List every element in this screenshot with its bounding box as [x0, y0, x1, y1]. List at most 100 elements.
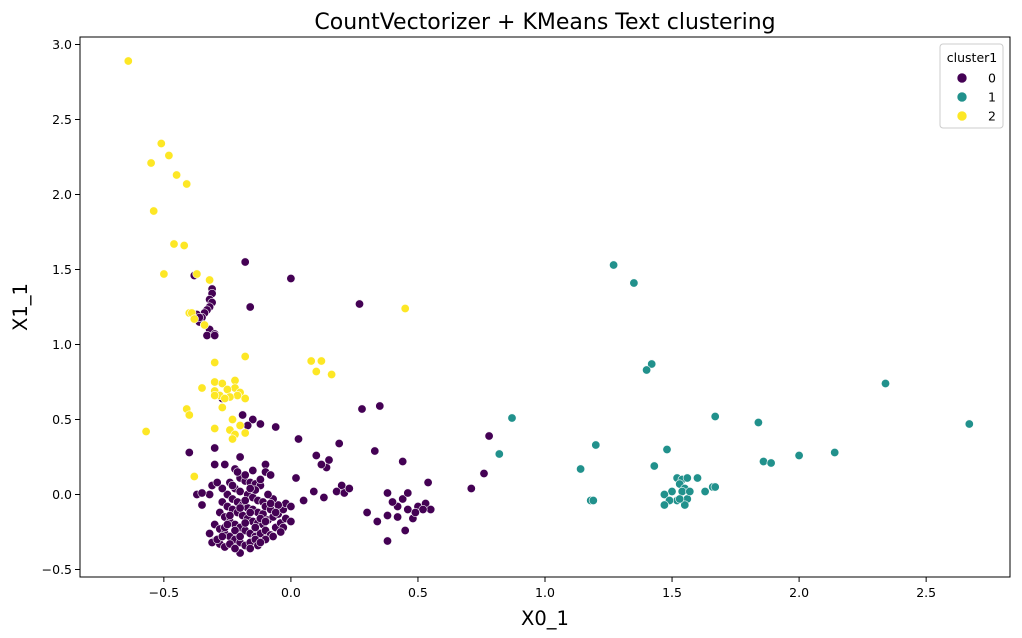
- cluster-2-point: [192, 269, 202, 279]
- cluster-2-point: [233, 390, 243, 400]
- legend-marker-1: [956, 91, 968, 103]
- cluster-0-point: [268, 531, 278, 541]
- cluster-0-point: [240, 495, 250, 505]
- cluster-1-point: [642, 365, 652, 375]
- cluster-0-point: [484, 431, 494, 441]
- cluster-0-point: [276, 527, 286, 537]
- cluster-2-point: [220, 393, 230, 403]
- cluster-1-point: [710, 411, 720, 421]
- cluster-1-point: [710, 482, 720, 492]
- cluster-2-point: [197, 383, 207, 393]
- cluster-0-point: [410, 507, 420, 517]
- cluster-0-point: [332, 486, 342, 496]
- cluster-2-point: [235, 420, 245, 430]
- cluster-2-point: [217, 378, 227, 388]
- cluster-2-point: [210, 390, 220, 400]
- cluster-0-point: [197, 500, 207, 510]
- data-points: [123, 56, 974, 558]
- legend-label-2: 2: [988, 109, 996, 124]
- cluster-2-point: [228, 414, 238, 424]
- cluster-1-point: [766, 458, 776, 468]
- cluster-0-point: [398, 494, 408, 504]
- cluster-1-point: [700, 486, 710, 496]
- cluster-2-point: [205, 275, 215, 285]
- cluster-0-point: [403, 488, 413, 498]
- y-tick-label: 0.5: [52, 412, 72, 427]
- y-tick-label: 1.5: [52, 262, 72, 277]
- cluster-0-point: [344, 483, 354, 493]
- cluster-2-point: [210, 377, 220, 387]
- cluster-1-point: [830, 447, 840, 457]
- cluster-1-point: [682, 473, 692, 483]
- cluster-0-point: [255, 419, 265, 429]
- cluster-1-point: [677, 486, 687, 496]
- cluster-0-point: [217, 483, 227, 493]
- cluster-0-point: [238, 410, 248, 420]
- y-axis: −0.5 0.0 0.5 1.0 1.5 2.0 2.5 3.0: [42, 37, 80, 577]
- y-tick-label: 0.0: [52, 487, 72, 502]
- cluster-0-point: [235, 486, 245, 496]
- cluster-2-point: [210, 357, 220, 367]
- cluster-0-point: [205, 528, 215, 538]
- cluster-0-point: [311, 450, 321, 460]
- y-tick-label: −0.5: [42, 562, 72, 577]
- x-tick-label: 2.5: [916, 585, 936, 600]
- cluster-0-point: [240, 518, 250, 528]
- cluster-0-point: [248, 414, 258, 424]
- legend-marker-2: [956, 110, 968, 122]
- cluster-0-point: [372, 516, 382, 526]
- cluster-0-point: [293, 434, 303, 444]
- cluster-0-point: [271, 507, 281, 517]
- plot-area: [80, 37, 1010, 577]
- y-axis-label: X1_1: [9, 283, 32, 331]
- cluster-0-point: [286, 501, 296, 511]
- cluster-0-point: [217, 531, 227, 541]
- cluster-2-point: [217, 402, 227, 412]
- cluster-1-point: [649, 461, 659, 471]
- legend-box: [939, 43, 1004, 129]
- legend-label-0: 0: [988, 71, 996, 86]
- cluster-0-point: [184, 447, 194, 457]
- cluster-2-point: [159, 269, 169, 279]
- cluster-0-point: [263, 489, 273, 499]
- cluster-1-point: [753, 417, 763, 427]
- cluster-0-point: [286, 273, 296, 283]
- cluster-1-point: [609, 260, 619, 270]
- cluster-0-point: [400, 525, 410, 535]
- cluster-0-point: [260, 516, 270, 526]
- legend: cluster1 0 1 2: [939, 43, 1004, 129]
- cluster-2-point: [179, 241, 189, 251]
- cluster-0-point: [418, 504, 428, 514]
- cluster-0-point: [334, 438, 344, 448]
- cluster-0-point: [382, 536, 392, 546]
- cluster-0-point: [210, 459, 220, 469]
- cluster-0-point: [266, 470, 276, 480]
- cluster-2-point: [240, 393, 250, 403]
- cluster-2-point: [200, 320, 210, 330]
- cluster-0-point: [362, 507, 372, 517]
- cluster-0-point: [309, 486, 319, 496]
- cluster-1-point: [964, 419, 974, 429]
- cluster-2-point: [123, 56, 133, 66]
- cluster-0-point: [245, 507, 255, 517]
- cluster-0-point: [393, 512, 403, 522]
- cluster-0-point: [370, 446, 380, 456]
- cluster-1-point: [659, 500, 669, 510]
- cluster-0-point: [354, 299, 364, 309]
- cluster-0-point: [205, 489, 215, 499]
- plot-frame: [79, 36, 1011, 578]
- cluster-0-point: [271, 422, 281, 432]
- cluster-0-point: [375, 401, 385, 411]
- cluster-0-point: [382, 488, 392, 498]
- cluster-1-point: [680, 500, 690, 510]
- cluster-0-point: [245, 302, 255, 312]
- legend-title: cluster1: [947, 50, 997, 65]
- cluster-0-point: [299, 495, 309, 505]
- cluster-2-point: [327, 369, 337, 379]
- cluster-0-point: [255, 537, 265, 547]
- cluster-0-point: [235, 452, 245, 462]
- y-tick-label: 2.5: [52, 112, 72, 127]
- cluster-2-point: [189, 471, 199, 481]
- cluster-0-point: [324, 455, 334, 465]
- cluster-0-point: [225, 510, 235, 520]
